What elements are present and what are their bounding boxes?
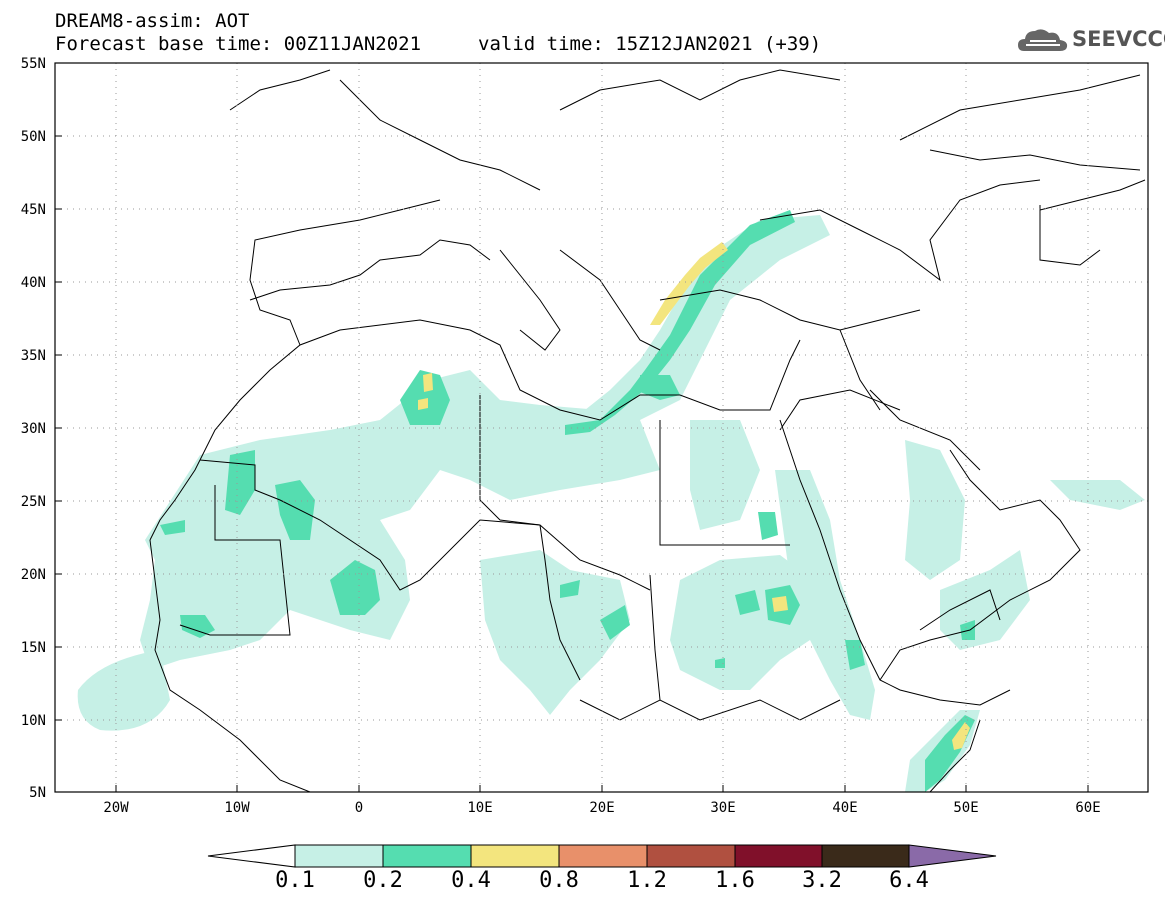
colorbar-swatch	[558, 844, 648, 868]
colorbar-swatch	[734, 844, 823, 868]
valid-time: valid time: 15Z12JAN2021 (+39)	[478, 33, 822, 55]
logo-text: SEEVCCC	[1072, 27, 1165, 51]
tick-marks	[55, 135, 1089, 792]
lat-label: 15N	[21, 640, 46, 656]
lat-label: 20N	[21, 567, 46, 583]
colorbar-level-label: 1.6	[715, 868, 755, 893]
lat-label: 40N	[21, 275, 46, 291]
aot-shading	[77, 210, 1145, 792]
colorbar-level-label: 0.1	[275, 868, 315, 893]
cloud-icon	[1018, 29, 1068, 51]
lon-label: 40E	[832, 800, 857, 816]
colorbar-swatch	[646, 844, 736, 868]
lon-label: 20W	[103, 800, 129, 816]
lat-label: 30N	[21, 421, 46, 437]
lat-label: 25N	[21, 494, 46, 510]
seevccc-logo: SEEVCCC	[1016, 25, 1165, 55]
lon-label: 0	[355, 800, 363, 816]
colorbar-level-label: 0.4	[451, 868, 491, 893]
lat-label: 50N	[21, 129, 46, 145]
colorbar-level-label: 0.8	[539, 868, 579, 893]
colorbar-level-label: 3.2	[802, 868, 842, 893]
colorbar	[207, 844, 997, 868]
lon-label: 60E	[1075, 800, 1100, 816]
lat-label: 35N	[21, 348, 46, 364]
colorbar-swatch	[470, 844, 560, 868]
colorbar-swatch	[821, 844, 910, 868]
lat-label: 45N	[21, 202, 46, 218]
colorbar-level-label: 6.4	[889, 868, 929, 893]
lon-label: 10W	[224, 800, 250, 816]
lon-label: 50E	[953, 800, 978, 816]
lon-label: 30E	[710, 800, 735, 816]
colorbar-swatch	[294, 844, 384, 868]
colorbar-right-arrow	[908, 844, 997, 868]
coastlines-and-borders	[149, 69, 1146, 792]
lat-label: 5N	[29, 785, 46, 801]
colorbar-left-arrow	[207, 844, 296, 868]
colorbar-level-label: 0.2	[363, 868, 403, 893]
gridlines	[55, 63, 1148, 792]
colorbar-level-label: 1.2	[627, 868, 667, 893]
forecast-base-time: Forecast base time: 00Z11JAN2021	[55, 33, 422, 55]
lat-label: 10N	[21, 713, 46, 729]
map-title: DREAM8-assim: AOT	[55, 10, 250, 32]
colorbar-swatch	[382, 844, 472, 868]
lon-label: 20E	[589, 800, 614, 816]
lat-label: 55N	[21, 56, 46, 72]
lon-label: 10E	[467, 800, 492, 816]
